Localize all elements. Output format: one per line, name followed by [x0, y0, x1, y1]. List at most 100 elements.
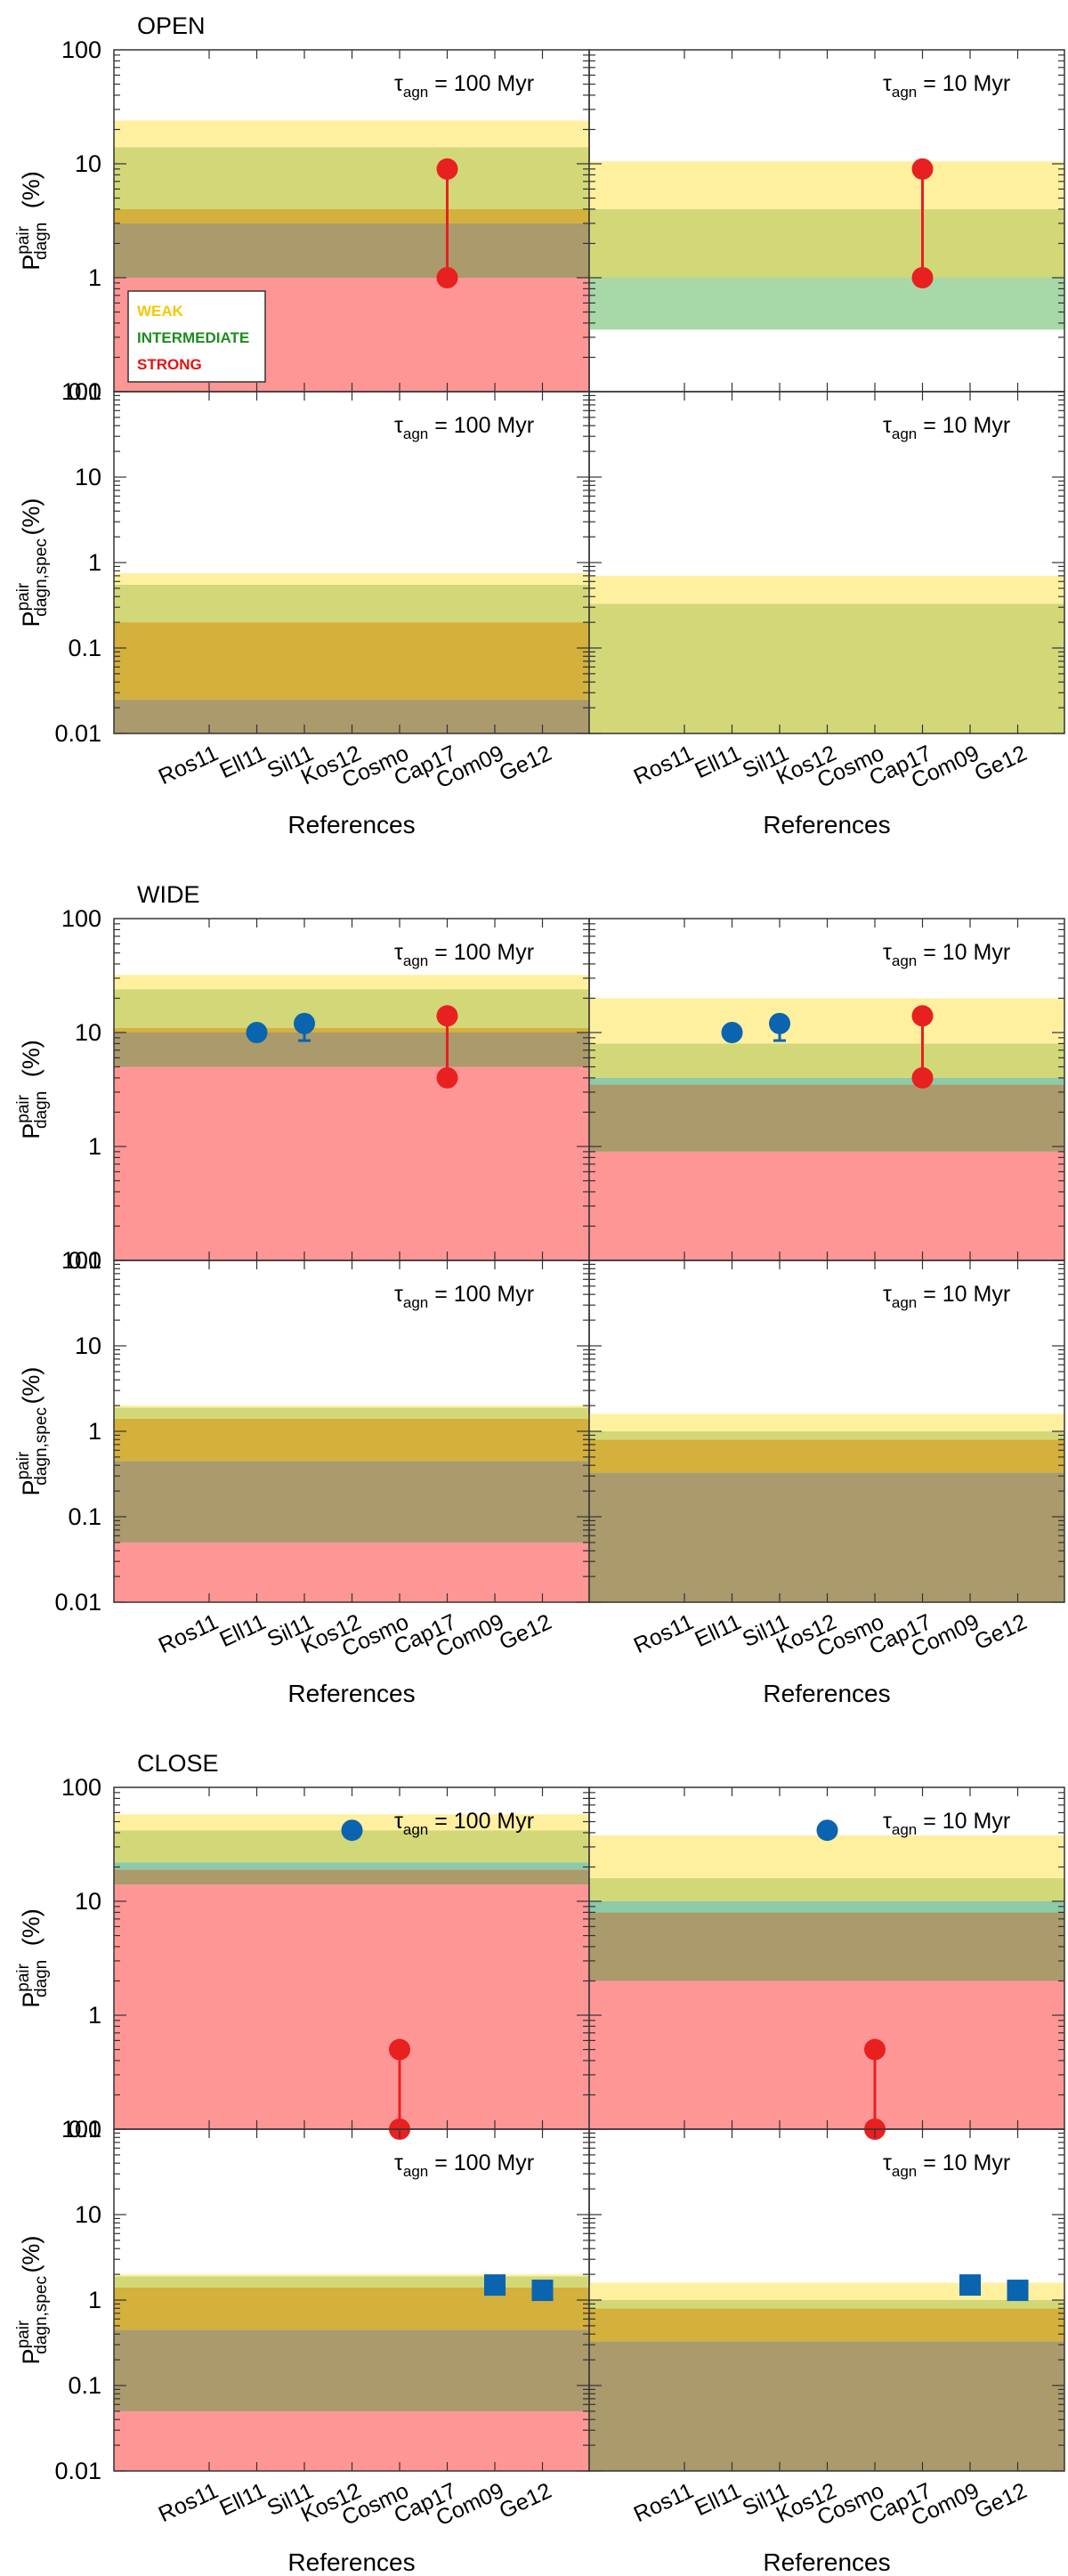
- y-axis-label-text: Ppairdagn (%): [14, 1040, 51, 1138]
- band-blend: [114, 1869, 589, 1885]
- x-tick-label-ros11: Ros11: [155, 741, 222, 790]
- x-tick-label-group: Ell11: [691, 1609, 745, 1652]
- legend-item-intermediate: INTERMEDIATE: [137, 329, 249, 346]
- band-teal_line: [589, 1901, 1064, 1913]
- y-axis-label: Ppairdagn,spec (%): [14, 498, 51, 628]
- band-intermediate: [114, 2276, 589, 2288]
- panel-frame: [588, 391, 1065, 734]
- band-intermediate: [589, 1431, 1064, 1440]
- panel-open-bottom-right: τagn = 10 Myr: [588, 391, 1065, 734]
- y-tick-label: 10: [75, 1888, 101, 1915]
- x-tick-label-group: Ell11: [691, 2478, 745, 2521]
- y-tick-label: 1: [88, 549, 101, 576]
- x-tick-label-group: Ros11: [155, 741, 222, 790]
- band-weak: [589, 2282, 1064, 2300]
- x-tick-label-group: Ros11: [630, 741, 698, 790]
- point-cap17-high: [911, 1005, 934, 1027]
- band-green_only: [589, 278, 1064, 330]
- band-weak: [114, 2274, 589, 2277]
- point-sil11: [769, 1012, 790, 1034]
- x-axis-label: References: [763, 1680, 890, 1707]
- band-blend: [114, 1461, 589, 1543]
- legend-item-weak: WEAK: [137, 303, 184, 320]
- group-title-close: CLOSE: [137, 1750, 219, 1777]
- point-cap17-low: [436, 267, 458, 288]
- y-tick-label: 100: [61, 1247, 101, 1274]
- band-overlap: [114, 208, 589, 223]
- y-tick-label: 0.01: [54, 1589, 101, 1616]
- y-tick-label: 1: [88, 2002, 101, 2029]
- band-teal_line: [589, 1077, 1064, 1085]
- panel-close-top-left: τagn = 100 Myr: [113, 1786, 590, 2140]
- panel-open-top-left: τagn = 100 Myr: [113, 49, 590, 393]
- band-weak: [589, 998, 1064, 1044]
- band-weak: [589, 575, 1064, 604]
- point-cap17-high: [436, 1005, 458, 1027]
- band-strong: [589, 1151, 1064, 1260]
- x-tick-label-ell11: Ell11: [691, 2478, 745, 2521]
- tau-label: τagn = 100 Myr: [394, 71, 534, 101]
- band-overlap: [114, 1418, 589, 1462]
- x-tick-label-ge12: Ge12: [971, 741, 1031, 786]
- y-tick-label: 10: [75, 150, 101, 177]
- tau-label: τagn = 10 Myr: [883, 413, 1010, 442]
- x-axis-label: References: [287, 811, 415, 838]
- band-intermediate: [114, 989, 589, 1028]
- x-tick-label-ge12: Ge12: [971, 1609, 1031, 1655]
- tau-label: τagn = 100 Myr: [394, 413, 534, 442]
- y-tick-label: 1: [88, 264, 101, 291]
- y-tick-label: 10: [75, 464, 101, 490]
- point-kos12: [816, 1819, 838, 1842]
- panel-close-bottom-left: τagn = 100 Myr: [113, 2128, 590, 2472]
- y-tick-label: 100: [61, 905, 101, 932]
- group-title-open: OPEN: [137, 12, 206, 39]
- y-tick-label: 0.1: [68, 378, 101, 405]
- point-ell11: [721, 1022, 743, 1043]
- band-overlap: [589, 2308, 1064, 2342]
- x-tick-label-ell11: Ell11: [215, 741, 270, 783]
- band-intermediate: [114, 1407, 589, 1419]
- band-strong: [114, 1066, 589, 1260]
- band-weak: [114, 1405, 589, 1408]
- panel-open-bottom-left: τagn = 100 Myr: [113, 391, 590, 734]
- x-tick-label-ell11: Ell11: [215, 1609, 270, 1652]
- x-tick-label-ros11: Ros11: [630, 741, 698, 790]
- panel-close-top-right: τagn = 10 Myr: [588, 1786, 1065, 2140]
- tau-label: τagn = 100 Myr: [394, 2151, 534, 2180]
- y-tick-label: 0.1: [68, 1503, 101, 1530]
- y-axis-label: Ppairdagn (%): [14, 1908, 51, 2007]
- band-overlap: [114, 2287, 589, 2330]
- panel-wide-top-right: τagn = 10 Myr: [588, 918, 1065, 1261]
- band-weak: [589, 161, 1064, 209]
- y-tick-label: 0.1: [68, 1247, 101, 1274]
- point-ge12: [1007, 2280, 1029, 2302]
- band-strong: [114, 1884, 589, 2129]
- point-cap17-low: [911, 1066, 934, 1089]
- point-cosmo-high: [389, 2038, 410, 2061]
- band-weak: [114, 572, 589, 585]
- band-blend: [114, 223, 589, 278]
- x-tick-label-group: Ge12: [971, 2478, 1031, 2523]
- x-tick-label-ell11: Ell11: [691, 741, 745, 783]
- y-tick-label: 1: [88, 1133, 101, 1160]
- x-tick-label-group: Ell11: [215, 741, 270, 783]
- panel-wide-bottom-right: τagn = 10 Myr: [588, 1260, 1065, 1603]
- tau-label: τagn = 10 Myr: [883, 1809, 1010, 1838]
- tau-label: τagn = 100 Myr: [394, 940, 534, 969]
- band-blend: [589, 1912, 1064, 1981]
- tau-label: τagn = 10 Myr: [883, 1282, 1010, 1311]
- band-strong: [114, 1542, 589, 1602]
- y-tick-label: 10: [75, 2201, 101, 2228]
- panel-frame: [588, 1260, 1065, 1603]
- legend-item-strong: STRONG: [137, 356, 202, 373]
- band-intermediate: [589, 603, 1064, 733]
- band-intermediate: [589, 2300, 1064, 2309]
- x-tick-label-ge12: Ge12: [496, 2478, 555, 2523]
- y-axis-label-text: Ppairdagn (%): [14, 171, 51, 270]
- x-tick-label-group: Ge12: [971, 741, 1031, 786]
- y-tick-label: 100: [61, 378, 101, 405]
- x-tick-label-ell11: Ell11: [215, 2478, 270, 2521]
- y-axis-label: Ppairdagn (%): [14, 171, 51, 270]
- panel-wide-bottom-left: τagn = 100 Myr: [113, 1260, 590, 1603]
